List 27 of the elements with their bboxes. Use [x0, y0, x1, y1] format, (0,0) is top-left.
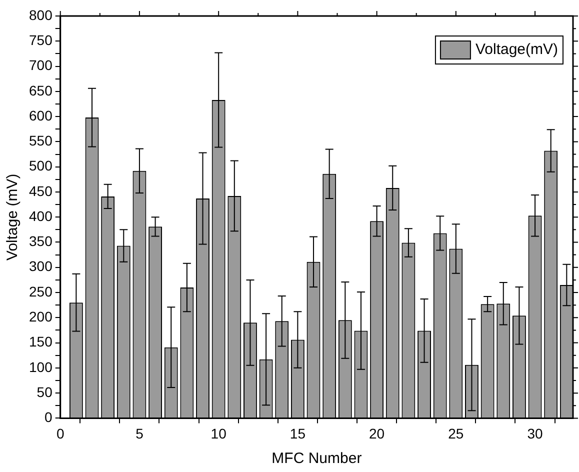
y-tick-label: 350 [29, 233, 53, 250]
y-tick-label: 500 [29, 158, 53, 174]
y-tick-label: 100 [29, 358, 53, 375]
y-axis-title: Voltage (mV) [4, 174, 22, 260]
x-axis-title: MFC Number [272, 450, 362, 468]
y-tick-label: 600 [29, 107, 53, 124]
y-tick-label: 750 [29, 32, 53, 48]
x-tick-label: 5 [136, 425, 144, 442]
x-tick-label: 20 [369, 425, 385, 442]
x-tick-label: 30 [527, 425, 544, 442]
x-tick-label: 25 [448, 425, 464, 442]
y-tick-label: 0 [44, 409, 53, 426]
y-tick-label: 200 [29, 308, 53, 325]
y-tick-label: 400 [29, 208, 53, 224]
y-tick-label: 50 [36, 384, 53, 400]
x-tick-label: 15 [290, 425, 306, 442]
y-tick-label: 800 [29, 6, 53, 23]
x-tick-label: 10 [210, 425, 227, 442]
y-tick-label: 300 [29, 258, 53, 274]
y-tick-label: 250 [29, 283, 53, 300]
legend-label: Voltage(mV) [475, 41, 558, 58]
y-tick-label: 650 [29, 82, 53, 98]
y-tick-label: 700 [29, 57, 53, 74]
y-tick-label: 450 [29, 182, 53, 199]
y-tick-label: 550 [29, 132, 53, 149]
y-tick-label: 150 [29, 334, 53, 350]
x-tick-label: 0 [56, 425, 64, 442]
